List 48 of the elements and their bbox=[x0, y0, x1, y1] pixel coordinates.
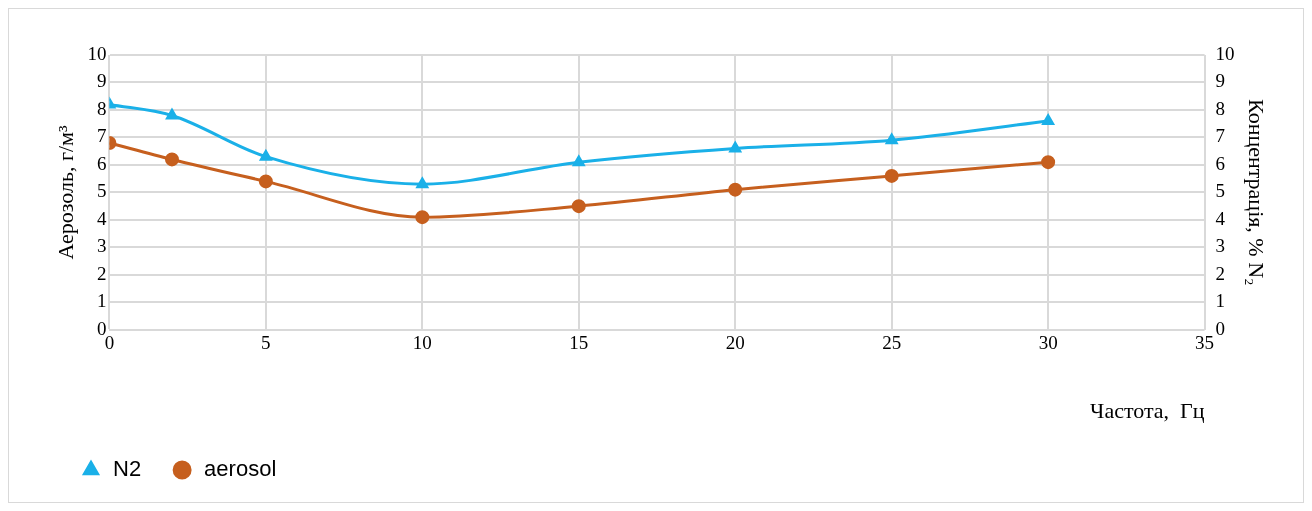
y2-tick-label: 7 bbox=[1215, 125, 1226, 147]
y2-tick-label: 0 bbox=[1215, 317, 1226, 339]
point bbox=[415, 210, 430, 225]
y-tick-label: 1 bbox=[96, 290, 107, 312]
point bbox=[164, 152, 179, 167]
point bbox=[572, 155, 585, 167]
point bbox=[165, 108, 179, 120]
point bbox=[885, 133, 898, 145]
point bbox=[884, 168, 899, 183]
y-tick-label: 3 bbox=[96, 235, 107, 257]
y2-tick-label: 9 bbox=[1215, 70, 1226, 92]
y2-tick-label: 2 bbox=[1215, 262, 1226, 284]
y2-tick-label: 1 bbox=[1215, 290, 1226, 312]
y2-tick-label: 8 bbox=[1215, 97, 1226, 119]
point bbox=[728, 182, 743, 197]
point bbox=[259, 149, 273, 161]
x-tick-label: 10 bbox=[412, 332, 432, 354]
y-tick-label: 0 bbox=[96, 317, 107, 339]
y-tick-label: 8 bbox=[96, 97, 107, 119]
legend-label: aerosol bbox=[204, 456, 277, 482]
y-tick-label: 4 bbox=[96, 207, 107, 229]
x-axis-title: Частота, Гц bbox=[1090, 397, 1205, 423]
legend-label: N2 bbox=[113, 456, 142, 482]
y2-tick-label: 6 bbox=[1215, 152, 1226, 174]
y2-tick-label: 3 bbox=[1215, 235, 1226, 257]
y2-axis-title: Концентрація, % N₂ bbox=[1244, 99, 1270, 286]
point bbox=[258, 174, 273, 189]
x-tick-label: 30 bbox=[1038, 332, 1058, 354]
x-tick-label: 5 bbox=[261, 332, 271, 354]
x-tick-label: 25 bbox=[882, 332, 902, 354]
y-tick-label: 10 bbox=[87, 42, 107, 64]
x-tick-label: 15 bbox=[569, 332, 589, 354]
x-tick-label: 20 bbox=[725, 332, 745, 354]
y2-tick-label: 5 bbox=[1215, 180, 1226, 202]
point bbox=[416, 177, 429, 189]
y-tick-label: 9 bbox=[96, 70, 107, 92]
y2-tick-label: 10 bbox=[1215, 42, 1235, 64]
point bbox=[1041, 155, 1056, 170]
y2-tick-label: 4 bbox=[1215, 207, 1226, 229]
y-tick-label: 7 bbox=[96, 125, 107, 147]
y-tick-label: 5 bbox=[96, 180, 107, 202]
point bbox=[729, 141, 742, 153]
x-tick-label: 35 bbox=[1195, 332, 1215, 354]
point bbox=[1041, 113, 1055, 125]
y-axis-title: Аерозоль, г/м³ bbox=[52, 124, 78, 260]
point bbox=[571, 199, 586, 214]
y-tick-label: 2 bbox=[96, 262, 107, 284]
y-tick-label: 6 bbox=[96, 152, 107, 174]
